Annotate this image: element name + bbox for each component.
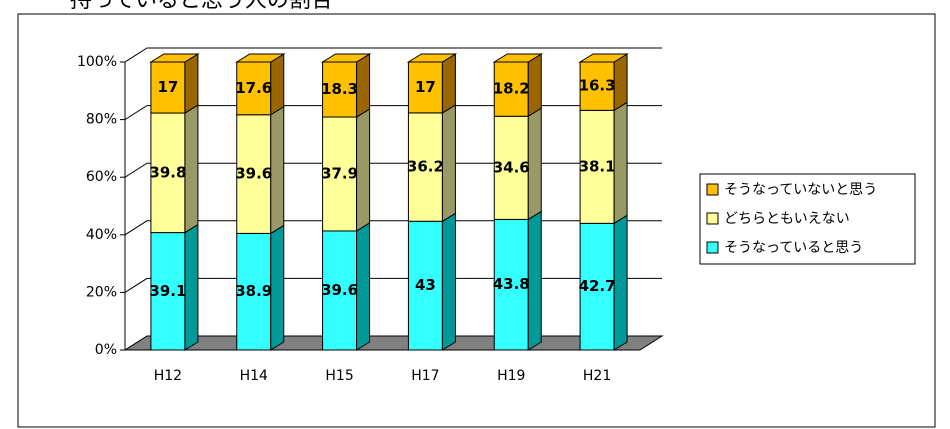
data-label: 39.8 [149, 163, 186, 181]
data-label: 17 [157, 78, 178, 96]
bar-segment [322, 116, 358, 232]
data-label: 18.2 [493, 80, 530, 98]
bar-side [270, 53, 285, 116]
y-tick-label: 40% [86, 227, 117, 243]
bar-side [270, 224, 285, 351]
x-tick-label: H19 [497, 368, 525, 384]
legend-label: そうなっていると思う [724, 240, 863, 256]
bar-segment [236, 114, 272, 234]
bar-side [527, 53, 542, 118]
data-label: 16.3 [579, 77, 616, 95]
data-label: 17.6 [235, 79, 272, 97]
bar-side [270, 105, 285, 235]
bar-side [613, 53, 628, 112]
x-tick-label: H12 [154, 368, 182, 384]
bar-segment [579, 222, 615, 351]
bar-side [613, 214, 628, 351]
bar-top [492, 53, 544, 63]
bar-side [527, 107, 542, 221]
data-label: 17 [415, 78, 436, 96]
y-tick-label: 20% [86, 284, 117, 300]
y-tick-label: 0% [95, 342, 117, 358]
x-tick-label: H14 [240, 368, 268, 384]
y-tick-label: 80% [86, 112, 117, 128]
bar-segment [579, 109, 615, 224]
legend-swatch [706, 241, 719, 254]
data-label: 39.6 [321, 281, 358, 299]
grid-line [124, 47, 662, 63]
bar-top [320, 53, 372, 63]
data-label: 42.7 [579, 277, 616, 295]
chart-title: 持っていると思う人の割合 [70, 0, 333, 13]
grid-line [124, 105, 662, 121]
bar-top [578, 53, 629, 63]
bar-segment [150, 112, 186, 234]
grid-line [124, 162, 662, 178]
bar-top [406, 53, 458, 63]
bar-segment [407, 112, 443, 222]
data-label: 38.9 [235, 282, 272, 300]
x-tick-label: H17 [411, 368, 439, 384]
bar-top [234, 53, 286, 63]
bar-side [184, 104, 199, 234]
bar-segment [150, 61, 186, 114]
bar-side [356, 108, 371, 232]
bar-segment [493, 115, 529, 220]
legend-label: どちらともいえない [724, 211, 850, 227]
bar-side [356, 222, 371, 351]
data-label: 36.2 [407, 158, 444, 176]
data-label: 43.8 [493, 275, 530, 293]
data-label: 39.6 [235, 165, 272, 183]
data-label: 37.9 [321, 164, 358, 182]
grid-line [124, 277, 662, 293]
bar-segment [322, 230, 358, 351]
bar-segment [322, 61, 358, 118]
y-tick-label: 60% [86, 169, 117, 185]
data-label: 18.3 [321, 80, 358, 98]
bar-side [613, 101, 628, 225]
data-label: 39.1 [149, 282, 186, 300]
data-label: 34.6 [493, 158, 530, 176]
data-label: 38.1 [579, 157, 616, 175]
bar-top [149, 53, 200, 63]
legend-swatch [706, 183, 719, 196]
legend-swatch [706, 212, 719, 225]
x-tick-label: H21 [583, 368, 611, 384]
x-tick-label: H15 [325, 368, 353, 384]
legend-label: そうなっていないと思う [724, 182, 877, 198]
y-tick-label: 100% [77, 54, 117, 70]
bar-side [441, 212, 456, 351]
bar-side [184, 53, 199, 114]
bar-segment [493, 61, 529, 117]
bar-side [441, 53, 456, 114]
bar-side [356, 53, 371, 118]
bar-side [441, 103, 456, 223]
grid-line [124, 220, 662, 236]
bar-segment [407, 61, 443, 114]
legend-box [699, 173, 916, 265]
bar-side [527, 210, 542, 351]
bar-side [184, 223, 199, 351]
bar-segment [493, 218, 529, 351]
data-label: 43 [415, 276, 436, 294]
